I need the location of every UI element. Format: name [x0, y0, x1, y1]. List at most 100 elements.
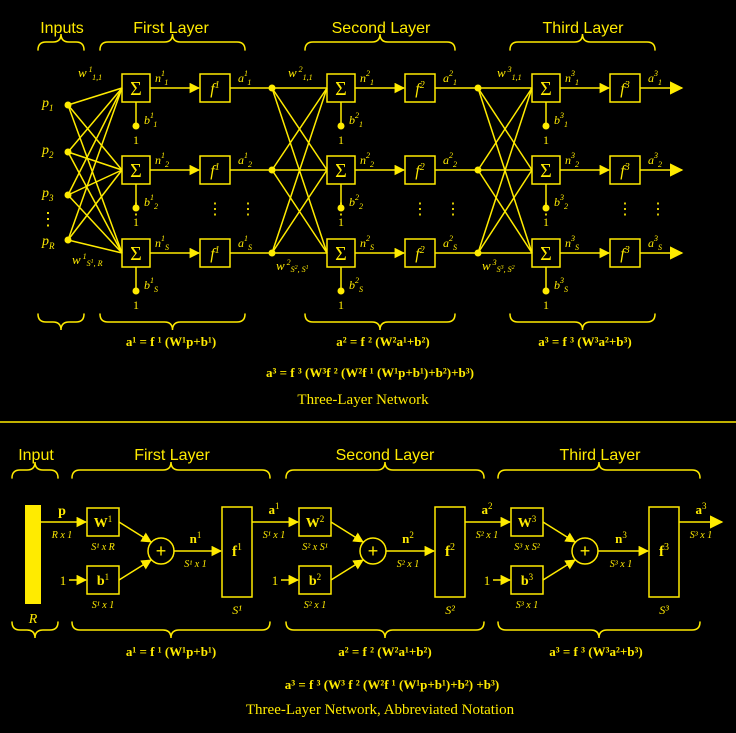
input-size-label: R [28, 612, 38, 627]
abbr-layer1-transfer-label: f1 [232, 542, 242, 560]
abbr-layer1-bias-label: b1 [97, 572, 109, 589]
abbr-layer2-n-dim: S² x 1 [397, 559, 419, 570]
bracket-inputs [37, 33, 85, 51]
abbr-layer2-a-dim: S² x 1 [476, 530, 498, 541]
layer2-bias-label-3: b2S [349, 276, 363, 294]
header-third-layer-abbr: Third Layer [560, 447, 642, 464]
abbr-layer3-transfer-label: f3 [659, 542, 669, 560]
layer3-a-label-1: a31 [648, 69, 662, 87]
abbr-layer3-weight-dim: S³ x S² [514, 542, 540, 553]
top-equation-layer3: a³ = f ³ (W³a²+b³) [538, 334, 632, 349]
layer3-bias-one-1: 1 [543, 133, 549, 147]
input-p-dim: R x 1 [51, 530, 73, 541]
layer2-n-label-2: n22 [360, 151, 374, 169]
top-equation-full: a³ = f ³ (W³f ² (W²f ¹ (W¹p+b¹)+b²)+b³) [266, 365, 474, 380]
layer3-transfer-label-1: f3 [620, 80, 629, 98]
layer1-a-label-1: a11 [238, 69, 251, 87]
abbr-layer2-transfer-box [434, 506, 466, 598]
layer2-sum-symbol-3: Σ [335, 243, 347, 265]
layer1-ellipsis-f: ⋮ [207, 201, 223, 218]
layer3-transfer-label-3: f3 [620, 245, 629, 263]
abbr-layer1-sum-plus: + [156, 541, 167, 561]
layer1-weight-2-3 [67, 151, 123, 254]
layer1-a-label-3: a1S [238, 234, 252, 252]
layer1-weight-1-1 [67, 87, 123, 106]
bracket-first-layer-abbr [71, 461, 271, 479]
abbr-layer1-a-label: a1 [269, 501, 280, 517]
layer1-bias-label-3: b1S [144, 276, 158, 294]
header-input: Input [18, 447, 54, 464]
layer2-ellipsis-sum: ⋮ [333, 201, 349, 218]
abbr-layer2-b-arrow [330, 559, 364, 581]
layer3-bias-label-1: b31 [554, 111, 568, 129]
layer1-transfer-label-3: f1 [210, 245, 219, 263]
layer1-n-label-3: n1S [155, 234, 169, 252]
header-second-layer-abbr: Second Layer [336, 447, 435, 464]
bracket-third-layer [509, 33, 656, 51]
input-p2: p2 [41, 143, 54, 160]
bracket-second-layer-bottom [304, 313, 456, 331]
input-vector-bar [25, 505, 41, 604]
layer3-n-label-3: n3S [565, 234, 579, 252]
layer2-bias-node-1 [337, 122, 345, 130]
abbr-layer2-bias-one: 1 [272, 573, 279, 588]
header-first-layer: First Layer [133, 20, 209, 37]
layer3-ellipsis-f: ⋮ [617, 201, 633, 218]
abbr-layer1-bias-dim: S¹ x 1 [92, 600, 114, 611]
abbr-layer2-wp-arrow [330, 521, 364, 543]
layer3-a-label-3: a3S [648, 234, 662, 252]
weight-label-w2-top: w 21,1 [288, 65, 313, 82]
layer1-weight-4-3 [67, 239, 123, 254]
layer2-bias-one-3: 1 [338, 298, 344, 312]
layer1-bias-one-1: 1 [133, 133, 139, 147]
abbr-layer3-bias-one: 1 [484, 573, 491, 588]
abbr-layer3-sum-plus: + [580, 541, 591, 561]
abbr-layer2-weight-dim: S² x S¹ [302, 542, 327, 553]
bottom-equation-layer2: a² = f ² (W²a¹+b²) [338, 644, 432, 659]
weight-label-w1-top: w 11,1 [78, 65, 102, 82]
layer1-transfer-label-2: f1 [210, 162, 219, 180]
abbr-layer1-a-dim: S¹ x 1 [263, 530, 285, 541]
input-pR: pR [41, 234, 55, 251]
layer2-weight-2-1 [271, 87, 328, 171]
layer1-sum-symbol-2: Σ [130, 160, 142, 182]
bracket-inputs-bottom [37, 313, 85, 331]
layer2-transfer-label-2: f2 [415, 162, 424, 180]
layer3-bias-label-2: b32 [554, 193, 568, 211]
layer1-n-label-2: n12 [155, 151, 169, 169]
bottom-equation-layer1: a¹ = f ¹ (W¹p+b¹) [126, 644, 216, 659]
layer1-ellipsis-sum: ⋮ [128, 201, 144, 218]
layer1-weight-3-2 [67, 169, 123, 196]
layer3-sum-symbol-3: Σ [540, 243, 552, 265]
layer2-sum-symbol-1: Σ [335, 78, 347, 100]
bracket-first-layer [99, 33, 246, 51]
bracket-third-layer-abbr [497, 461, 701, 479]
abbr-layer1-bias-one: 1 [60, 573, 67, 588]
header-third-layer: Third Layer [543, 20, 625, 37]
abbr-layer3-wp-arrow [542, 521, 576, 543]
layer2-a-label-3: a2S [443, 234, 457, 252]
abbr-layer1-weight-label: W1 [94, 514, 113, 531]
layer1-ellipsis-a: ⋮ [240, 201, 256, 218]
abbr-layer2-sum-plus: + [368, 541, 379, 561]
layer3-ellipsis-sum: ⋮ [538, 201, 554, 218]
layer1-weight-4-2 [67, 169, 123, 241]
layer3-bias-node-1 [542, 122, 550, 130]
bracket-first-layer-abbr-bottom [71, 621, 271, 639]
weight-label-w3-bottom: w 3S3, S2 [482, 258, 515, 274]
layer2-weight-3-1 [271, 87, 328, 254]
layer2-a-label-2: a22 [443, 151, 457, 169]
abbr-layer3-n-label: n3 [615, 530, 627, 546]
bracket-second-layer-abbr-bottom [285, 621, 485, 639]
abbr-layer3-size-label: S³ [659, 603, 669, 617]
layer3-weight-3-2 [477, 169, 533, 254]
abbr-layer3-n-dim: S³ x 1 [610, 559, 632, 570]
layer1-sum-symbol-3: Σ [130, 243, 142, 265]
layer1-weight-1-3 [67, 104, 123, 254]
layer1-weight-2-2 [67, 151, 123, 171]
layer1-transfer-label-1: f1 [210, 80, 219, 98]
layer2-transfer-label-1: f2 [415, 80, 424, 98]
layer1-bias-label-2: b12 [144, 193, 158, 211]
